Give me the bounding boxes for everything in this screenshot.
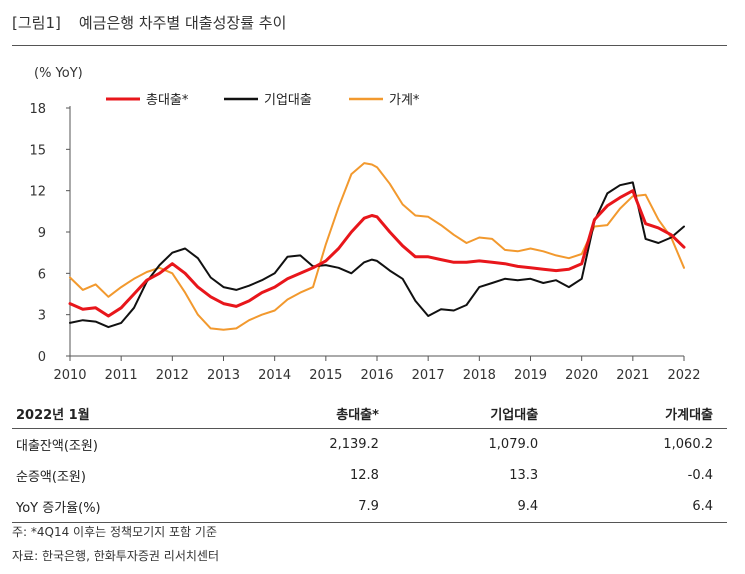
x-tick-label: 2014 xyxy=(258,368,291,383)
y-tick-label: 6 xyxy=(38,267,46,282)
table-row: 순증액(조원) 12.8 13.3 -0.4 xyxy=(12,460,727,491)
row-label: YoY 증가율(%) xyxy=(12,491,203,523)
cell-value: 7.9 xyxy=(202,491,379,523)
x-tick-label: 2017 xyxy=(412,368,445,383)
cell-value: 9.4 xyxy=(378,491,539,523)
y-tick-label: 3 xyxy=(38,309,46,324)
y-tick-label: 12 xyxy=(29,185,46,200)
line-chart: (% YoY) 0 3 6 9 12 15 18 2010 2011 2012 2013 2014 201… xyxy=(29,66,700,383)
x-tick-label: 2012 xyxy=(156,368,189,383)
cell-value: -0.4 xyxy=(687,468,713,483)
x-tick-label: 2011 xyxy=(105,368,138,383)
x-tick-label: 2021 xyxy=(616,368,649,383)
series-line xyxy=(69,181,685,329)
cell-value: 2,139.2 xyxy=(329,437,379,452)
title-divider xyxy=(12,45,727,46)
x-tick-label: 2015 xyxy=(309,368,342,383)
row-label: 순증액(조원) xyxy=(16,470,86,485)
cell-value: 1,060.2 xyxy=(663,437,713,452)
x-tick-label: 2022 xyxy=(667,368,700,383)
y-tick-label: 0 xyxy=(38,350,46,365)
cell-value: 13.3 xyxy=(509,468,539,483)
source-note: 자료: 한국은행, 한화투자증권 리서치센터 xyxy=(12,549,219,563)
legend-label: 기업대출 xyxy=(264,93,312,108)
x-tick-label: 2016 xyxy=(360,368,393,383)
legend-label: 가계* xyxy=(389,93,420,108)
header-household-loans: 가계대출 xyxy=(538,398,727,429)
x-tick-label: 2018 xyxy=(463,368,496,383)
x-tick-label: 2010 xyxy=(53,368,86,383)
series-line xyxy=(68,189,686,318)
table-row: YoY 증가율(%) 7.9 9.4 6.4 xyxy=(12,491,727,523)
x-tick-label: 2013 xyxy=(207,368,240,383)
y-tick-label: 15 xyxy=(29,143,46,158)
x-tick-label: 2020 xyxy=(565,368,598,383)
header-corporate-loans: 기업대출 xyxy=(378,398,539,429)
y-tick-label: 18 xyxy=(29,102,46,117)
cell-value: 6.4 xyxy=(538,491,727,523)
header-total-loans: 총대출* xyxy=(202,398,379,429)
series-line xyxy=(69,162,685,331)
figure-title: [그림1] 예금은행 차주별 대출성장률 추이 xyxy=(12,12,286,33)
cell-value: 12.8 xyxy=(350,468,379,483)
summary-table: 2022년 1월 총대출* 기업대출 가계대출 대출잔액(조원) 2,139.2… xyxy=(12,398,727,523)
row-label: 대출잔액(조원) xyxy=(16,439,98,454)
table-row: 대출잔액(조원) 2,139.2 1,079.0 1,060.2 xyxy=(12,429,727,461)
table-header-row: 2022년 1월 총대출* 기업대출 가계대출 xyxy=(12,398,727,429)
figure-title-text: 예금은행 차주별 대출성장률 추이 xyxy=(78,14,287,32)
cell-value: 1,079.0 xyxy=(488,437,539,452)
header-period: 2022년 1월 xyxy=(12,398,203,429)
y-tick-label: 9 xyxy=(38,226,46,241)
footnote: 주: *4Q14 이후는 정책모기지 포함 기준 xyxy=(12,525,217,539)
legend-label: 총대출* xyxy=(146,93,189,108)
x-tick-label: 2019 xyxy=(514,368,547,383)
y-axis-unit: (% YoY) xyxy=(34,66,83,81)
figure-label: [그림1] xyxy=(12,14,61,32)
